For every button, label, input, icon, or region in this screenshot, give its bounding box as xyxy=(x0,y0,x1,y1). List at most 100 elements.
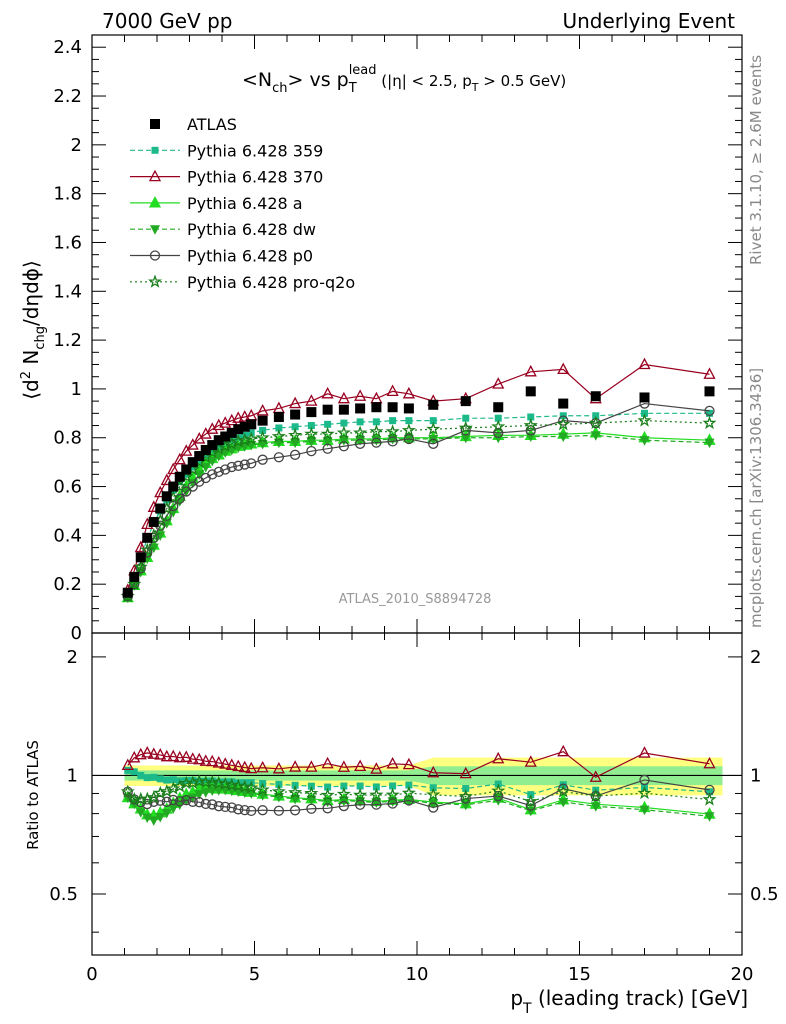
data-point xyxy=(304,426,319,441)
data-point xyxy=(355,403,366,414)
data-point xyxy=(590,431,601,441)
ratio-series-pythia-6-428-370 xyxy=(121,744,716,782)
data-point xyxy=(702,415,717,430)
data-point xyxy=(135,563,146,574)
data-point xyxy=(220,431,231,442)
ratio-point xyxy=(306,803,317,814)
data-point xyxy=(305,394,318,406)
ratio-point xyxy=(288,785,303,799)
data-point xyxy=(492,377,505,389)
ratio-tick-label-right: 0.5 xyxy=(750,884,779,905)
data-point xyxy=(140,542,155,557)
data-point xyxy=(257,415,268,426)
x-axis-label: pT (leading track) [GeV] xyxy=(510,986,748,1017)
legend-label: Pythia 6.428 359 xyxy=(187,141,323,160)
ratio-point xyxy=(174,796,185,807)
data-point xyxy=(353,425,368,439)
data-point xyxy=(244,431,259,445)
data-point xyxy=(273,452,285,463)
data-point xyxy=(208,447,216,455)
legend-label: Pythia 6.428 p0 xyxy=(187,247,313,266)
ratio-point xyxy=(173,750,186,763)
ratio-point xyxy=(154,748,167,760)
data-point xyxy=(256,403,269,416)
ratio-point xyxy=(337,760,350,772)
ratio-point xyxy=(255,782,270,796)
data-point xyxy=(133,559,148,574)
ratio-point xyxy=(141,745,154,758)
data-point xyxy=(590,391,601,402)
y-axis-label: ⟨d2 Nchg/dηdϕ⟩ xyxy=(19,260,48,400)
series-pythia-6-428-dw xyxy=(122,431,715,604)
analysis-label: ATLAS_2010_S8894728 xyxy=(339,592,492,607)
ratio-point xyxy=(389,782,397,790)
ratio-point xyxy=(150,773,158,781)
data-point xyxy=(704,405,715,417)
data-point xyxy=(638,357,651,370)
ratio-series-line xyxy=(127,780,710,803)
data-point xyxy=(706,409,713,417)
data-point xyxy=(340,419,348,427)
rivet-version-label: Rivet 3.1.10, ≥ 2.6M events xyxy=(747,55,765,265)
mcplots-label: mcplots.cern.ch [arXiv:1306.3436] xyxy=(747,368,765,628)
data-point xyxy=(160,473,173,486)
data-point xyxy=(321,386,334,399)
header-left: 7000 GeV pp xyxy=(102,9,233,33)
data-point xyxy=(255,430,270,444)
series-atlas xyxy=(122,386,715,598)
ratio-point xyxy=(458,789,473,803)
ratio-point xyxy=(322,803,333,814)
ratio-point xyxy=(273,805,285,816)
data-point xyxy=(494,414,502,422)
data-point xyxy=(369,424,384,438)
ratio-point xyxy=(148,816,159,826)
data-point xyxy=(386,384,399,397)
x-tick-label: 0 xyxy=(86,964,97,985)
ratio-point xyxy=(304,785,319,800)
ratio-point xyxy=(189,776,197,784)
ratio-point xyxy=(121,758,134,771)
data-point xyxy=(233,424,244,435)
data-point xyxy=(637,413,652,427)
ratio-point xyxy=(590,802,601,812)
data-point xyxy=(387,402,398,413)
data-point xyxy=(194,470,205,480)
data-point xyxy=(389,417,397,425)
ratio-point xyxy=(637,785,652,800)
ratio-point xyxy=(272,761,285,774)
ratio-point xyxy=(405,781,413,789)
ratio-point xyxy=(200,798,211,810)
ratio-tick-label-right: 1 xyxy=(750,765,761,786)
legend-label: ATLAS xyxy=(187,115,237,134)
ratio-point xyxy=(460,793,471,804)
legend-marker xyxy=(151,146,159,154)
ratio-point xyxy=(427,765,440,778)
ratio-point xyxy=(706,788,713,796)
ratio-point xyxy=(369,787,384,802)
ratio-point xyxy=(372,783,380,791)
ratio-panel: 0 5 10 15 20 0.5 0.5 1 1 2 2 xyxy=(49,632,779,985)
ratio-point xyxy=(639,774,650,786)
legend-label: Pythia 6.428 a xyxy=(187,194,303,213)
ratio-point xyxy=(460,800,471,811)
data-point xyxy=(134,540,147,553)
ratio-point xyxy=(187,796,198,807)
ratio-point xyxy=(702,792,717,806)
data-point xyxy=(704,386,715,397)
data-point xyxy=(322,404,333,415)
ratio-point xyxy=(219,757,232,769)
data-point xyxy=(155,503,166,514)
ratio-point xyxy=(143,774,151,782)
legend-marker xyxy=(148,196,162,208)
data-point xyxy=(232,411,245,423)
ratio-point xyxy=(354,759,367,772)
ratio-point xyxy=(180,750,193,762)
ratio-series-line xyxy=(127,779,710,812)
ratio-point xyxy=(462,785,470,793)
ratio-point xyxy=(200,788,211,798)
legend-item: Pythia 6.428 pro-q2o xyxy=(130,273,355,292)
data-point xyxy=(322,437,333,447)
data-point xyxy=(168,481,179,492)
ratio-point xyxy=(224,777,239,792)
ratio-point xyxy=(305,760,318,772)
